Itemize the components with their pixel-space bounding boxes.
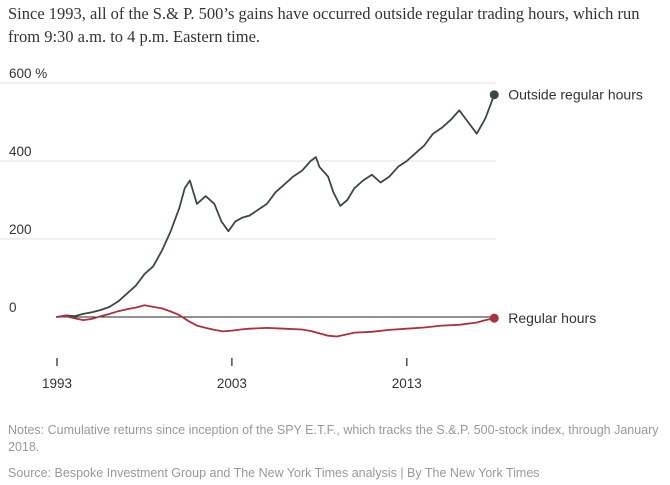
x-tick-label: 2013 xyxy=(392,376,422,391)
chart-headline: Since 1993, all of the S.& P. 500’s gain… xyxy=(8,4,640,46)
outside-hours-end-dot xyxy=(489,90,499,100)
grid-lines xyxy=(0,82,496,240)
y-tick-label: 400 xyxy=(9,144,32,159)
axes: 0 200 400 600 % 1993 2003 2013 xyxy=(9,66,496,391)
line-chart: 0 200 400 600 % 1993 2003 2013 Outside regular… xyxy=(0,66,643,391)
y-tick-label: 0 xyxy=(9,300,17,315)
y-tick-label: 600 % xyxy=(9,66,47,81)
chart-source: Source: Bespoke Investment Group and The… xyxy=(8,466,540,480)
series-lines xyxy=(56,90,499,338)
outside-hours-label: Outside regular hours xyxy=(508,87,643,103)
x-tick-label: 2003 xyxy=(217,376,247,391)
y-tick-label: 200 xyxy=(9,222,32,237)
x-tick-label: 1993 xyxy=(42,376,72,391)
regular-hours-label: Regular hours xyxy=(508,310,596,326)
regular-hours-end-dot xyxy=(489,313,499,323)
chart-notes: Notes: Cumulative returns since inceptio… xyxy=(8,423,659,454)
series-labels: Outside regular hours Regular hours xyxy=(508,87,643,326)
regular-hours-line xyxy=(56,304,496,338)
outside-hours-line xyxy=(56,93,496,318)
